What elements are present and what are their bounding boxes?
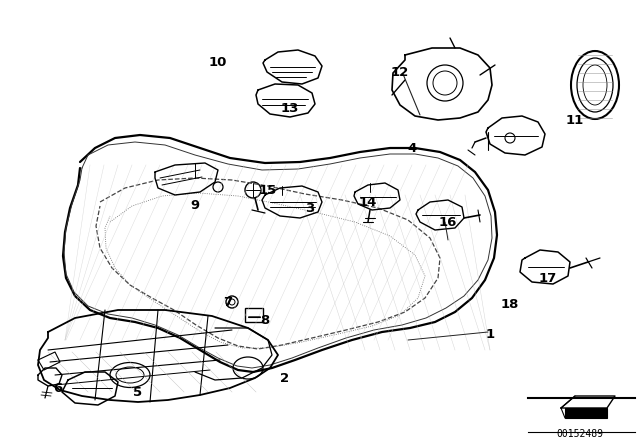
Text: 17: 17 <box>539 271 557 284</box>
Text: 15: 15 <box>259 184 277 197</box>
Text: 6: 6 <box>53 382 63 395</box>
Text: 7: 7 <box>223 297 232 310</box>
Text: 18: 18 <box>501 298 519 311</box>
Text: 14: 14 <box>359 195 377 208</box>
Text: 4: 4 <box>408 142 417 155</box>
Text: 1: 1 <box>485 328 495 341</box>
Text: 13: 13 <box>281 102 299 115</box>
Text: 8: 8 <box>260 314 269 327</box>
Text: 3: 3 <box>305 202 315 215</box>
Text: 11: 11 <box>566 113 584 126</box>
Text: 12: 12 <box>391 65 409 78</box>
Text: 00152489: 00152489 <box>557 429 604 439</box>
Text: 16: 16 <box>439 215 457 228</box>
Text: 5: 5 <box>133 385 143 399</box>
Bar <box>245 308 263 322</box>
Text: 2: 2 <box>280 371 289 384</box>
Bar <box>565 408 607 418</box>
Text: 10: 10 <box>209 56 227 69</box>
Text: 9: 9 <box>191 198 200 211</box>
